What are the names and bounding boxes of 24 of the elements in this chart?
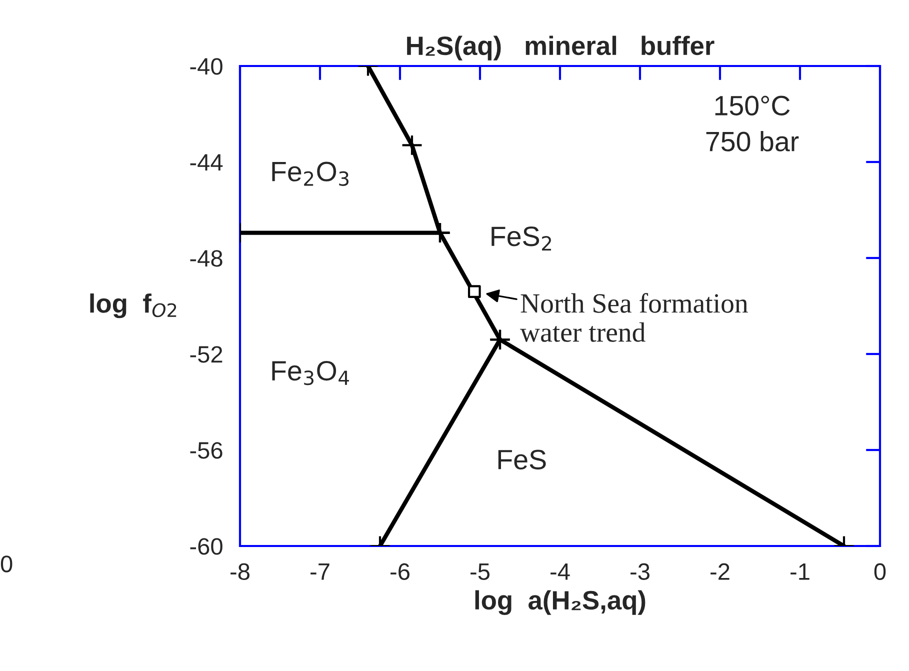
x-tick-label: -7 bbox=[310, 564, 330, 580]
annotation: Fe$_{3}$O$_{4}$ bbox=[272, 360, 349, 386]
y-tick-label: -56 bbox=[190, 442, 222, 459]
y-tick-label: -52 bbox=[190, 346, 222, 363]
x-tick-label: -5 bbox=[470, 564, 490, 580]
y-tick-label: -48 bbox=[190, 250, 222, 267]
y-tick-label: -44 bbox=[190, 154, 223, 171]
x-tick-label: -1 bbox=[790, 564, 810, 580]
annotation: FeS$_{2}$ bbox=[492, 226, 552, 250]
chart-title: H₂S(aq) mineral buffer bbox=[407, 36, 714, 60]
x-tick-label: -8 bbox=[230, 563, 250, 580]
x-axis-title: log a(H₂S,aq) bbox=[475, 590, 646, 615]
y-tick-label: -40 bbox=[190, 58, 222, 75]
x-tick-label: 0 bbox=[874, 563, 886, 580]
x-tick-label: -6 bbox=[390, 563, 410, 580]
annotation: North Sea formation water trend bbox=[520, 293, 748, 342]
x-tick-label: -4 bbox=[550, 564, 570, 580]
annotation: FeS bbox=[498, 450, 546, 470]
x-tick-label: -2 bbox=[710, 563, 730, 580]
y-axis-title: log f$_{O2}$ bbox=[90, 293, 176, 318]
annotation: Fe$_{2}$O$_{3}$ bbox=[272, 162, 348, 186]
y-tick-label: -60 bbox=[190, 538, 222, 555]
x-tick-label: -3 bbox=[630, 563, 650, 580]
annotation: 150°C 750 bar bbox=[706, 96, 799, 152]
